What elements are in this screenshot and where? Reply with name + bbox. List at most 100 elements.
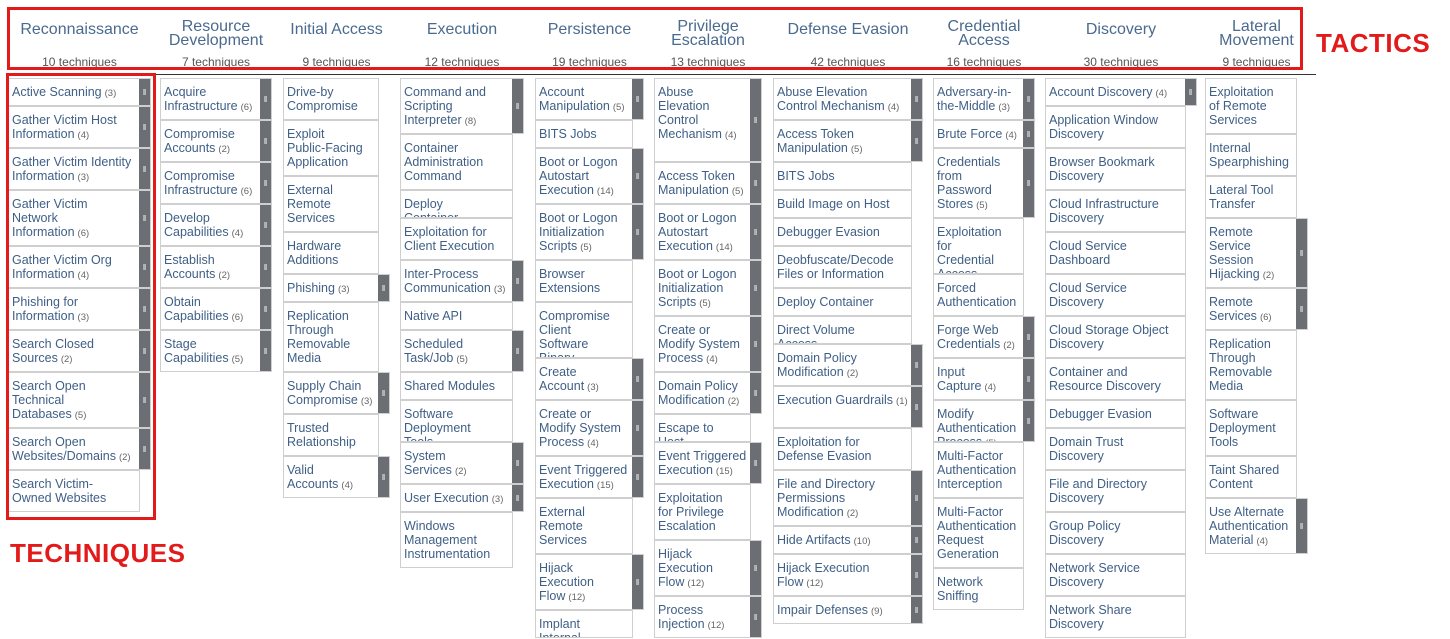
- technique-label[interactable]: Trusted Relationship: [287, 421, 364, 449]
- technique-name[interactable]: Exploitation for Client Execution: [404, 225, 495, 253]
- technique-cell[interactable]: Container Administration Command: [400, 134, 513, 190]
- technique-cell[interactable]: ‖ Hide Artifacts (10): [773, 526, 923, 554]
- expand-subtechniques-handle-icon[interactable]: ‖: [750, 79, 761, 161]
- technique-label[interactable]: Direct Volume Access: [777, 323, 897, 344]
- technique-name[interactable]: Phishing for Information: [12, 295, 79, 323]
- technique-cell[interactable]: Deploy Container: [400, 190, 513, 218]
- technique-name[interactable]: Exploitation of Remote Services: [1209, 85, 1274, 127]
- technique-label[interactable]: Exploitation for Defense Evasion: [777, 435, 897, 463]
- technique-label[interactable]: Boot or Logon Initialization Scripts (5): [658, 267, 747, 311]
- technique-name[interactable]: Create or Modify System Process: [658, 323, 740, 365]
- technique-cell[interactable]: ‖ Account Discovery (4): [1045, 78, 1197, 106]
- technique-cell[interactable]: ‖ Adversary-in-the-Middle (3): [933, 78, 1035, 120]
- technique-name[interactable]: Remote Service Session Hijacking: [1209, 225, 1260, 281]
- technique-name[interactable]: Drive-by Compromise: [287, 85, 358, 113]
- technique-label[interactable]: Multi-Factor Authentication Interception: [937, 449, 1016, 491]
- technique-name[interactable]: Network Share Discovery: [1049, 603, 1132, 631]
- technique-name[interactable]: File and Directory Permissions Modificat…: [777, 477, 875, 519]
- technique-label[interactable]: Cloud Service Discovery: [1049, 281, 1171, 309]
- technique-cell[interactable]: Replication Through Removable Media: [1205, 330, 1297, 400]
- technique-cell[interactable]: Forced Authentication: [933, 274, 1024, 316]
- expand-subtechniques-handle-icon[interactable]: ‖: [1296, 289, 1307, 329]
- technique-cell[interactable]: ‖ Domain Policy Modification (2): [654, 372, 762, 414]
- technique-label[interactable]: Account Manipulation (5): [539, 85, 629, 115]
- technique-label[interactable]: Abuse Elevation Control Mechanism (4): [658, 85, 747, 143]
- technique-name[interactable]: Gather Victim Identity Information: [12, 155, 132, 183]
- technique-name[interactable]: Access Token Manipulation: [658, 169, 735, 197]
- technique-cell[interactable]: ‖ Abuse Elevation Control Mechanism (4): [773, 78, 923, 120]
- technique-label[interactable]: Deploy Container: [404, 197, 498, 217]
- technique-label[interactable]: Search Closed Sources (2): [12, 337, 136, 367]
- technique-label[interactable]: Search Victim-Owned Websites: [12, 477, 125, 505]
- technique-name[interactable]: Search Closed Sources: [12, 337, 94, 365]
- technique-name[interactable]: Active Scanning: [12, 85, 102, 99]
- technique-cell[interactable]: ‖ Boot or Logon Initialization Scripts (5): [654, 260, 762, 316]
- technique-cell[interactable]: Debugger Evasion: [773, 218, 912, 246]
- technique-cell[interactable]: ‖ Stage Capabilities (5): [160, 330, 272, 372]
- technique-name[interactable]: Acquire Infrastructure: [164, 85, 238, 113]
- technique-label[interactable]: Debugger Evasion: [777, 225, 897, 239]
- technique-name[interactable]: Shared Modules: [404, 379, 496, 393]
- technique-name[interactable]: Search Victim-Owned Websites: [12, 477, 107, 505]
- technique-label[interactable]: Replication Through Removable Media: [1209, 337, 1282, 393]
- expand-subtechniques-handle-icon[interactable]: ‖: [139, 247, 150, 287]
- technique-name[interactable]: Exploitation for Credential Access: [937, 225, 1002, 274]
- tactic-header[interactable]: Discovery 30 techniques: [1045, 20, 1197, 70]
- technique-cell[interactable]: File and Directory Discovery: [1045, 470, 1186, 512]
- technique-label[interactable]: Group Policy Discovery: [1049, 519, 1171, 547]
- expand-subtechniques-handle-icon[interactable]: ‖: [1023, 401, 1034, 441]
- technique-cell[interactable]: ‖Modify Authentication Process(5): [933, 400, 1035, 442]
- technique-cell[interactable]: ‖ Execution Guardrails (1): [773, 386, 923, 428]
- technique-name[interactable]: Account Manipulation: [539, 85, 610, 113]
- expand-subtechniques-handle-icon[interactable]: ‖: [1296, 219, 1307, 287]
- technique-cell[interactable]: Deobfuscate/Decode Files or Information: [773, 246, 912, 288]
- expand-subtechniques-handle-icon[interactable]: ‖: [750, 317, 761, 371]
- technique-label[interactable]: Browser Bookmark Discovery: [1049, 155, 1171, 183]
- technique-cell[interactable]: Drive-by Compromise: [283, 78, 379, 120]
- technique-label[interactable]: Network Share Discovery: [1049, 603, 1171, 631]
- technique-name[interactable]: Escape to Host: [658, 421, 714, 442]
- technique-name[interactable]: Gather Victim Host Information: [12, 113, 117, 141]
- technique-name[interactable]: Network Sniffing: [937, 575, 983, 603]
- technique-label[interactable]: File and Directory Discovery: [1049, 477, 1171, 505]
- technique-name[interactable]: Supply Chain Compromise: [287, 379, 362, 407]
- technique-label[interactable]: Domain Policy Modification (2): [658, 379, 747, 409]
- technique-name[interactable]: Gather Victim Network Information: [12, 197, 88, 239]
- technique-cell[interactable]: Cloud Service Dashboard: [1045, 232, 1186, 274]
- technique-name[interactable]: Event Triggered Execution: [658, 449, 747, 477]
- technique-cell[interactable]: ‖ Create Account (3): [535, 358, 644, 400]
- technique-label[interactable]: Inter-Process Communication (3): [404, 267, 509, 297]
- technique-name[interactable]: Debugger Evasion: [777, 225, 880, 239]
- technique-cell[interactable]: ‖ Command and Scripting Interpreter (8): [400, 78, 524, 134]
- technique-name[interactable]: Search Open Websites/Domains: [12, 435, 116, 463]
- expand-subtechniques-handle-icon[interactable]: ‖: [1023, 317, 1034, 357]
- technique-name[interactable]: Inter-Process Communication: [404, 267, 491, 295]
- technique-label[interactable]: Remote Services (6): [1209, 295, 1293, 325]
- tactic-name[interactable]: Execution: [426, 21, 498, 38]
- technique-cell[interactable]: Implant Internal: [535, 610, 633, 638]
- technique-name[interactable]: Domain Policy Modification: [777, 351, 857, 379]
- expand-subtechniques-handle-icon[interactable]: ‖: [750, 205, 761, 259]
- technique-name[interactable]: Hijack Execution Flow: [777, 561, 870, 589]
- technique-label[interactable]: Deobfuscate/Decode Files or Information: [777, 253, 897, 281]
- technique-cell[interactable]: ‖ Inter-Process Communication (3): [400, 260, 524, 302]
- technique-label[interactable]: Taint Shared Content: [1209, 463, 1282, 491]
- technique-name[interactable]: Network Service Discovery: [1049, 561, 1140, 589]
- technique-cell[interactable]: ‖ Event Triggered Execution (15): [535, 456, 644, 498]
- technique-name[interactable]: Obtain Capabilities: [164, 295, 229, 323]
- technique-cell[interactable]: Exploitation for Privilege Escalation: [654, 484, 751, 540]
- technique-cell[interactable]: ‖ Access Token Manipulation (5): [773, 120, 923, 162]
- technique-label[interactable]: Implant Internal: [539, 617, 618, 638]
- technique-cell[interactable]: ‖ Account Manipulation (5): [535, 78, 644, 120]
- technique-label[interactable]: Phishing for Information (3): [12, 295, 136, 325]
- technique-label[interactable]: BITS Jobs: [777, 169, 897, 183]
- expand-subtechniques-handle-icon[interactable]: ‖: [260, 205, 271, 245]
- technique-name[interactable]: Implant Internal: [539, 617, 581, 638]
- technique-name[interactable]: Direct Volume Access: [777, 323, 855, 344]
- technique-label[interactable]: System Services (2): [404, 449, 509, 479]
- technique-name[interactable]: Application Window Discovery: [1049, 113, 1159, 141]
- technique-cell[interactable]: Software Deployment Tools: [1205, 400, 1297, 456]
- technique-label[interactable]: Supply Chain Compromise (3): [287, 379, 375, 409]
- technique-label[interactable]: Application Window Discovery: [1049, 113, 1171, 141]
- technique-name[interactable]: Software Deployment Tools: [1209, 407, 1276, 449]
